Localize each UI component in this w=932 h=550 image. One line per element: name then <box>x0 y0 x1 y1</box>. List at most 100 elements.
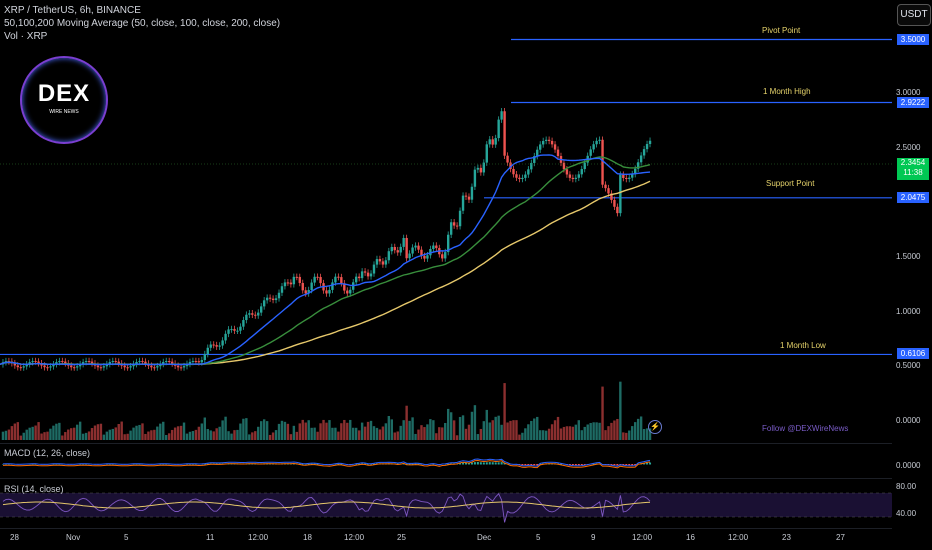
volume-bar <box>408 420 411 440</box>
candle-body <box>218 345 221 347</box>
volume-bar <box>37 422 40 440</box>
macd-histogram-bar <box>459 462 462 465</box>
candle-body <box>265 297 269 301</box>
volume-bar <box>188 431 192 440</box>
volume-bar <box>482 421 486 440</box>
level-label-support: Support Point <box>766 179 815 188</box>
logo-subtext: WIRE NEWS <box>49 109 79 115</box>
volume-bar <box>432 420 435 440</box>
candle-body <box>150 365 153 368</box>
volume-bar <box>423 427 426 440</box>
volume-bar <box>586 424 589 440</box>
candle-body <box>636 162 640 169</box>
candle-body <box>441 254 444 259</box>
volume-bar <box>67 429 70 440</box>
volume-bar <box>120 421 123 440</box>
candle-body <box>562 162 566 170</box>
rsi-title[interactable]: RSI (14, close) <box>4 484 64 494</box>
volume-bar <box>577 420 580 440</box>
candle-body <box>628 177 631 180</box>
volume-bar <box>200 423 204 440</box>
countdown: 11:38 <box>903 168 923 177</box>
candle-body <box>90 361 94 364</box>
volume-bar <box>449 412 453 440</box>
candle-body <box>449 222 453 235</box>
volume-bar <box>227 431 230 440</box>
volume-bar <box>251 432 254 440</box>
candle-body <box>539 144 542 150</box>
candle-body <box>420 249 423 256</box>
macd-title[interactable]: MACD (12, 26, close) <box>4 448 91 458</box>
pane-separator[interactable] <box>0 443 892 444</box>
macd-histogram-bar <box>497 462 500 465</box>
candle-body <box>176 365 180 368</box>
volume-bar <box>485 409 488 440</box>
volume-bar <box>111 428 114 440</box>
candle-body <box>43 365 46 368</box>
volume-bar <box>99 423 103 440</box>
candle-body <box>432 245 435 249</box>
volume-bar <box>262 419 266 440</box>
volume-bar <box>642 429 646 440</box>
candle-body <box>257 312 260 316</box>
candle-body <box>22 366 25 368</box>
rsi-ma-line <box>2 501 651 509</box>
volume-bar <box>34 425 37 440</box>
volume-bar <box>550 424 554 440</box>
symbol-title[interactable]: XRP / TetherUS, 6h, BINANCE <box>4 5 141 16</box>
candle-body <box>274 298 278 301</box>
candle-body <box>381 261 385 265</box>
ma-legend[interactable]: 50,100,200 Moving Average (50, close, 10… <box>4 18 281 29</box>
volume-bar <box>102 434 106 440</box>
volume-bar <box>182 422 186 440</box>
volume-bar <box>384 423 388 440</box>
macd-histogram-bar <box>337 463 340 465</box>
volume-legend[interactable]: Vol · XRP <box>4 31 48 42</box>
macd-histogram-bar <box>447 463 450 465</box>
candle-body <box>117 361 120 364</box>
volume-bar <box>328 420 331 440</box>
chart-canvas[interactable] <box>0 0 892 530</box>
candle-body <box>304 290 307 294</box>
candle-body <box>31 361 34 363</box>
level-label-month-high: 1 Month High <box>763 87 811 96</box>
candle-body <box>518 177 521 180</box>
volume-bar <box>337 431 340 440</box>
volume-bar <box>295 431 299 440</box>
macd-histogram-bar <box>622 464 625 465</box>
volume-bar <box>75 424 79 440</box>
volume-bar <box>233 430 236 440</box>
volume-bar <box>28 427 31 440</box>
volume-bar <box>387 416 391 440</box>
volume-bar <box>19 435 22 440</box>
candle-body <box>111 361 114 363</box>
candle-body <box>527 169 530 175</box>
currency-button[interactable]: USDT <box>897 4 931 26</box>
volume-bar <box>260 421 263 440</box>
volume-bar <box>150 430 153 440</box>
volume-bar <box>524 428 527 440</box>
macd-histogram-bar <box>610 464 613 465</box>
candle-body <box>642 149 646 156</box>
rsi-band <box>0 493 892 517</box>
candle-body <box>301 282 304 291</box>
candle-body <box>580 169 583 175</box>
volume-bar <box>224 416 227 440</box>
candle-body <box>286 282 290 284</box>
macd-histogram-bar <box>634 464 637 466</box>
volume-bar <box>239 423 242 440</box>
volume-bar <box>123 434 126 440</box>
candle-body <box>604 184 607 189</box>
time-tick: 23 <box>782 533 791 542</box>
candle-body <box>49 366 52 368</box>
macd-histogram-bar <box>482 462 485 465</box>
candle-body <box>73 367 76 369</box>
volume-bar <box>298 423 301 440</box>
candle-body <box>461 195 465 211</box>
candle-body <box>601 139 604 185</box>
volume-bar <box>470 411 474 440</box>
volume-bar <box>135 425 138 440</box>
lightning-icon[interactable]: ⚡ <box>648 420 662 434</box>
macd-histogram-bar <box>524 464 527 466</box>
pane-separator[interactable] <box>0 478 892 479</box>
